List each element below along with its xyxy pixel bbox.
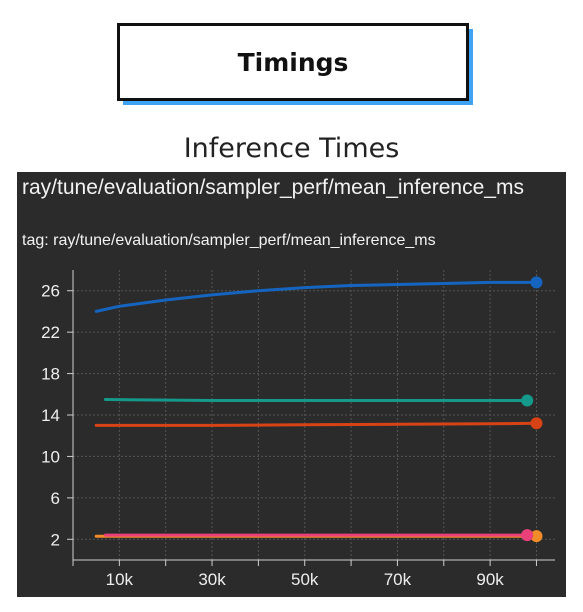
series-line-run-blue [94, 280, 538, 313]
page-title: Timings [237, 47, 349, 77]
y-tick-label: 2 [51, 530, 60, 549]
y-tick-label: 18 [41, 365, 60, 384]
y-tick-label: 6 [51, 489, 60, 508]
y-tick-label: 10 [41, 447, 60, 466]
y-tick-label: 22 [41, 323, 60, 342]
x-tick-label: 70k [384, 570, 412, 589]
chart-panel [17, 172, 566, 597]
x-tick-label: 50k [291, 570, 319, 589]
tag-title: ray/tune/evaluation/sampler_perf/mean_in… [22, 176, 524, 199]
y-tick-label: 14 [41, 406, 60, 425]
series-endpoint-run-blue [530, 276, 543, 289]
chart-subtitle: Inference Times [183, 133, 400, 164]
x-tick-label: 30k [198, 570, 226, 589]
series-endpoint-run-red [530, 417, 543, 430]
series-endpoint-run-orange [530, 530, 543, 543]
title-box: Timings [117, 23, 469, 101]
y-tick-label: 26 [41, 282, 60, 301]
series-line-run-teal [103, 398, 529, 402]
series-endpoint-run-teal [521, 394, 534, 407]
x-tick-label: 90k [476, 570, 504, 589]
series-line-run-red [94, 421, 538, 427]
series-endpoint-run-pink [521, 529, 534, 542]
x-tick-label: 10k [106, 570, 134, 589]
tag-line: tag: ray/tune/evaluation/sampler_perf/me… [22, 232, 436, 249]
